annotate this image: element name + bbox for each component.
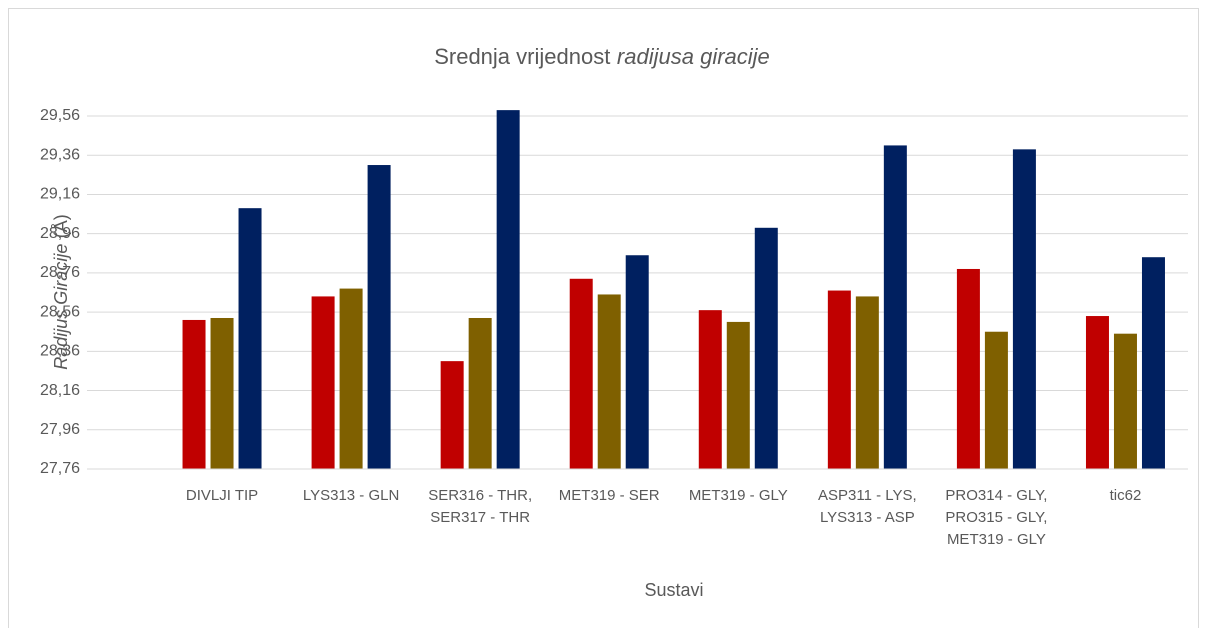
x-tick-label: SER316 - THR, SER317 - THR xyxy=(428,487,533,526)
bar xyxy=(984,331,1008,469)
bar xyxy=(1085,316,1109,469)
bar xyxy=(440,361,464,469)
y-axis-title-part: (Å) xyxy=(51,214,71,238)
bar xyxy=(698,310,722,469)
x-tick-label: MET319 - SER xyxy=(558,487,660,504)
bar xyxy=(754,227,778,469)
bar xyxy=(496,110,520,470)
bar xyxy=(883,145,907,469)
y-tick-label: 27,96 xyxy=(40,421,80,438)
bar xyxy=(210,317,234,469)
x-axis-title: Sustavi xyxy=(644,580,703,600)
y-axis-title-part: Radijus Giracije xyxy=(51,244,71,370)
bar xyxy=(1141,257,1165,469)
bar xyxy=(468,317,492,469)
bar xyxy=(827,290,851,469)
y-tick-label: 28,16 xyxy=(40,382,80,399)
chart-title: Srednja vrijednost radijusa giracije xyxy=(434,44,770,69)
x-tick-label: PRO314 - GLY, PRO315 - GLY, MET319 - GLY xyxy=(945,487,1048,548)
chart-frame xyxy=(8,8,1199,628)
x-tick-label: ASP311 - LYS, LYS313 - ASP xyxy=(818,487,917,526)
y-tick-label: 29,56 xyxy=(40,107,80,124)
bar xyxy=(855,296,879,469)
bar xyxy=(569,278,593,469)
y-tick-label: 28,36 xyxy=(40,343,80,360)
y-tick-label: 28,56 xyxy=(40,303,80,320)
y-axis-title: Radijus Giracije (Å) xyxy=(51,214,71,369)
y-tick-label: 28,96 xyxy=(40,225,80,242)
chart-title-part: radijusa giracije xyxy=(617,44,770,69)
bar xyxy=(367,165,391,470)
bar xyxy=(182,319,206,469)
y-tick-label: 29,36 xyxy=(40,146,80,163)
y-tick-label: 27,76 xyxy=(40,460,80,477)
y-tick-label: 29,16 xyxy=(40,186,80,203)
x-tick-label: tic62 xyxy=(1109,487,1142,504)
bar xyxy=(726,321,750,469)
y-tick-label: 28,76 xyxy=(40,264,80,281)
bar xyxy=(1113,333,1137,469)
bar xyxy=(339,288,363,469)
chart-title-part: Srednja vrijednost xyxy=(434,44,610,69)
x-tick-label: DIVLJI TIP xyxy=(185,487,259,504)
bar xyxy=(1012,149,1036,469)
bar xyxy=(956,268,980,469)
bar xyxy=(238,208,262,469)
x-tick-label: MET319 - GLY xyxy=(688,487,788,504)
bar xyxy=(597,294,621,469)
bar xyxy=(625,255,649,469)
bar xyxy=(311,296,335,469)
x-tick-label: LYS313 - GLN xyxy=(302,487,400,504)
